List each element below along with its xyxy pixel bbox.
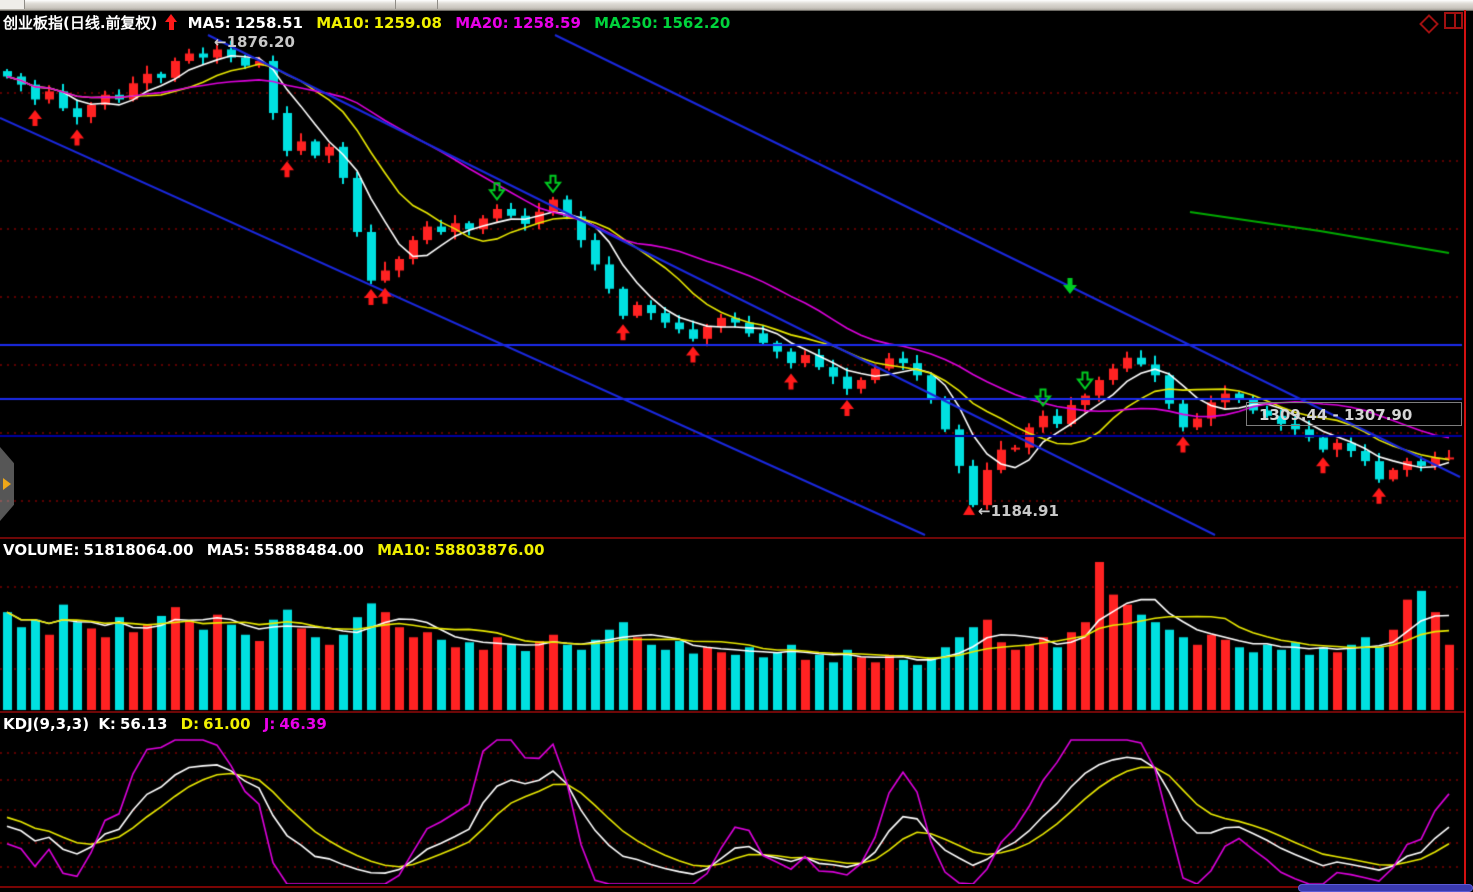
scrollbar-track[interactable] (0, 886, 1473, 888)
main-chart-header: 创业板指(日线.前复权) MA5: 1258.51 MA10: 1259.08 MA… (3, 12, 738, 33)
expand-arrow-icon (3, 478, 11, 490)
volume-ma10-readout: MA10: 58803876.00 (377, 541, 545, 559)
ma5-readout: MA5: 1258.51 (187, 14, 303, 32)
bottom-scrollbar (0, 884, 1473, 892)
kdj-header: KDJ(9,3,3) K: 56.13 D: 61.00 J: 46.39 (3, 715, 335, 733)
peak-price-annotation: ←1876.20 (214, 33, 295, 51)
top-strip-notch (437, 0, 438, 9)
top-strip-tab (0, 0, 25, 9)
pane-separator (0, 537, 1464, 539)
ma20-readout: MA20: 1258.59 (455, 14, 581, 32)
ma10-readout: MA10: 1259.08 (316, 14, 442, 32)
ma250-readout: MA250: 1562.20 (594, 14, 731, 32)
volume-header: VOLUME: 51818064.00 MA5: 55888484.00 MA10:… (3, 541, 553, 559)
volume-ma5-readout: MA5: 55888484.00 (206, 541, 364, 559)
price-range-label: 1309.44 - 1307.90 (1246, 402, 1462, 426)
kdj-indicator-name: KDJ(9,3,3) (3, 715, 90, 733)
kdj-chart-canvas[interactable] (0, 713, 1464, 884)
low-price-annotation: ←1184.91 (978, 502, 1059, 520)
up-arrow-icon (165, 14, 178, 30)
side-panel-toggle[interactable] (0, 447, 14, 521)
kdj-j-readout: J: 46.39 (263, 715, 327, 733)
corner-toolbar (1419, 12, 1463, 35)
kdj-d-readout: D: 61.00 (180, 715, 251, 733)
kdj-k-readout: K: 56.13 (98, 715, 168, 733)
instrument-title: 创业板指(日线.前复权) (3, 14, 158, 32)
split-window-icon[interactable] (1444, 12, 1463, 29)
volume-readout: VOLUME: 51818064.00 (3, 541, 194, 559)
volume-chart-canvas[interactable] (0, 539, 1464, 711)
top-strip-notch (395, 0, 396, 9)
right-pane-border (1464, 10, 1466, 886)
pane-separator (0, 711, 1464, 713)
main-chart-canvas[interactable] (0, 10, 1464, 537)
diamond-icon[interactable] (1419, 14, 1439, 34)
scrollbar-thumb[interactable] (1298, 884, 1473, 892)
